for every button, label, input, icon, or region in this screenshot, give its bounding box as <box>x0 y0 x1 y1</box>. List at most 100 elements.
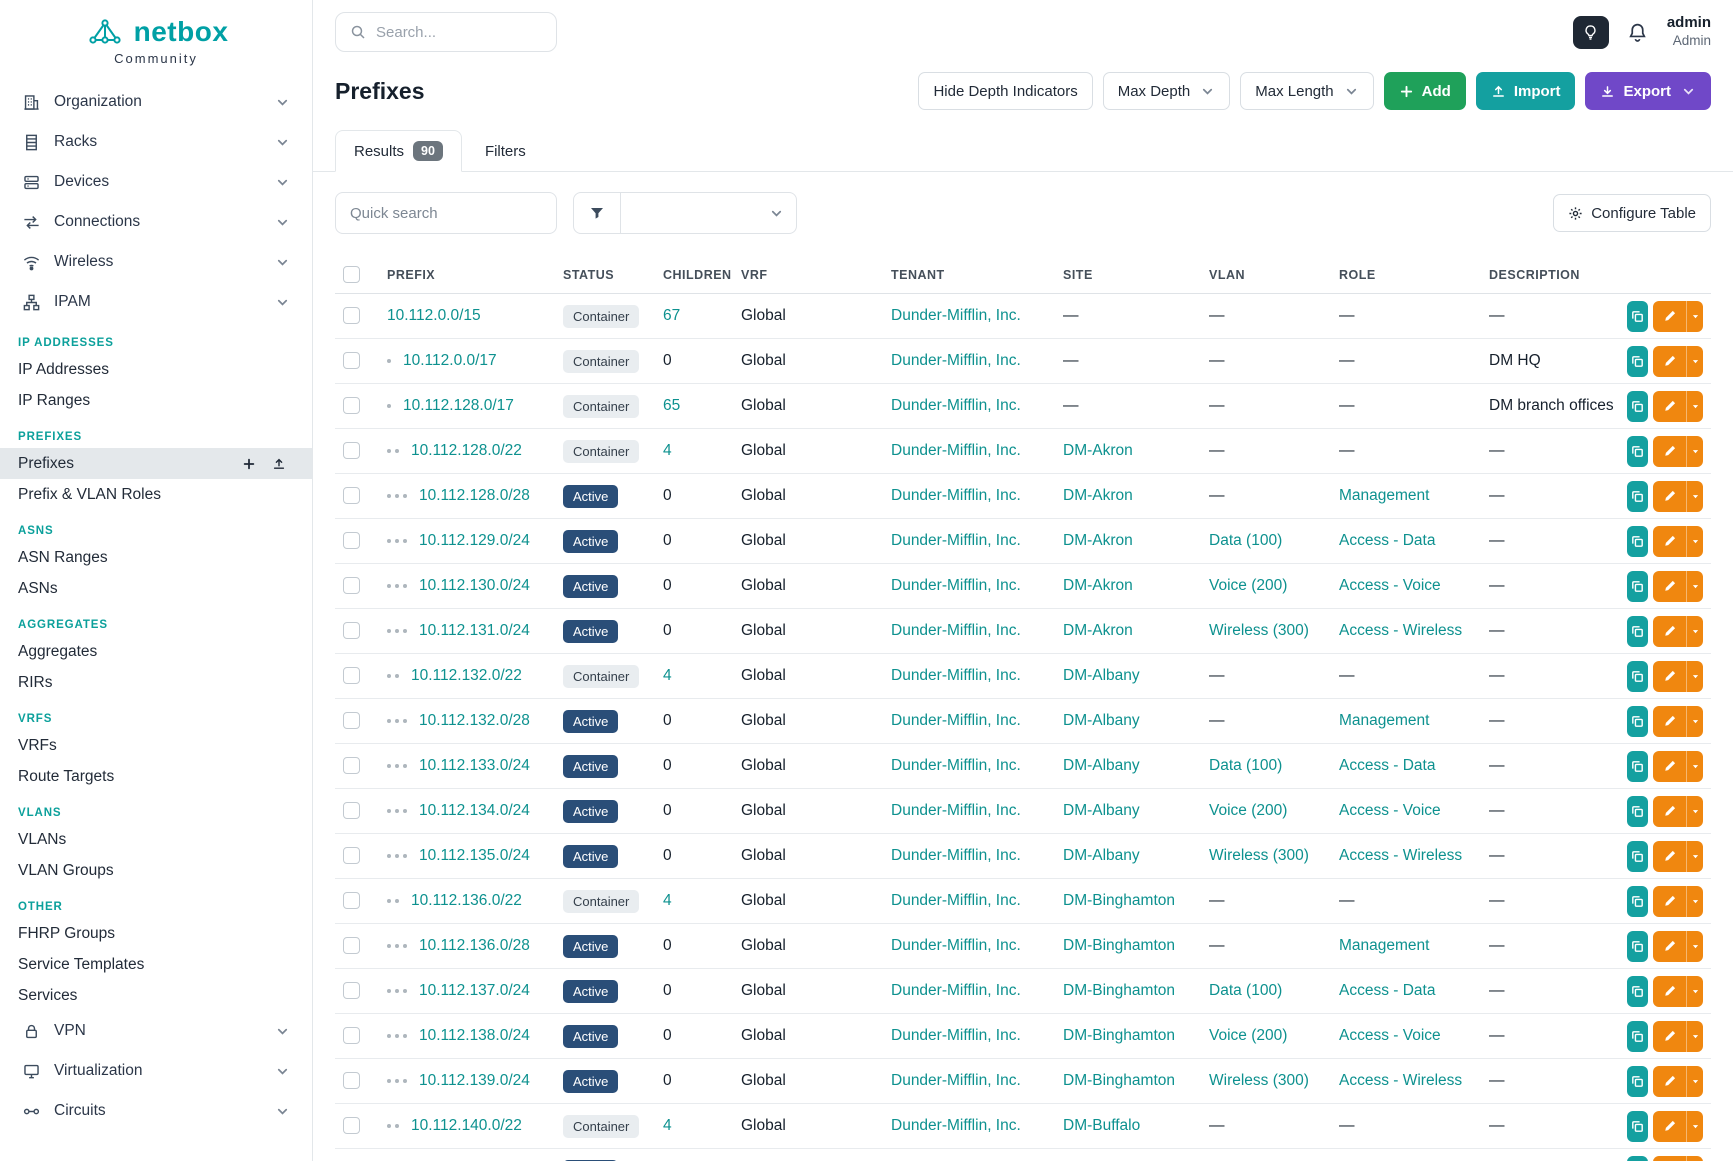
copy-button[interactable] <box>1627 1155 1648 1161</box>
edit-dropdown-button[interactable] <box>1686 345 1703 377</box>
site-link[interactable]: DM-Albany <box>1063 802 1140 819</box>
sidebar-item-ip-ranges[interactable]: IP Ranges <box>18 391 91 409</box>
sidebar-item-vlans[interactable]: VLANs <box>18 830 67 848</box>
sidebar-item-wireless[interactable]: Wireless <box>0 242 312 282</box>
prefix-link[interactable]: 10.112.130.0/24 <box>419 577 530 594</box>
edit-button[interactable] <box>1653 345 1686 377</box>
import-button[interactable]: Import <box>1475 72 1576 110</box>
max-depth-dropdown[interactable]: Max Depth <box>1102 72 1231 110</box>
copy-button[interactable] <box>1627 345 1648 377</box>
edit-button[interactable] <box>1653 975 1686 1007</box>
edit-dropdown-button[interactable] <box>1686 570 1703 602</box>
site-link[interactable]: DM-Akron <box>1063 532 1133 549</box>
row-checkbox[interactable] <box>343 1117 360 1135</box>
column-header-role[interactable]: ROLE <box>1331 256 1481 294</box>
sidebar-item-circuits[interactable]: Circuits <box>0 1091 312 1131</box>
tenant-link[interactable]: Dunder-Mifflin, Inc. <box>891 352 1021 369</box>
edit-dropdown-button[interactable] <box>1686 480 1703 512</box>
sidebar-item-ip-addresses[interactable]: IP Addresses <box>18 360 110 378</box>
copy-button[interactable] <box>1627 525 1648 557</box>
edit-dropdown-button[interactable] <box>1686 525 1703 557</box>
column-header-status[interactable]: STATUS <box>555 256 655 294</box>
row-checkbox[interactable] <box>343 892 360 910</box>
hide-depth-indicators-button[interactable]: Hide Depth Indicators <box>918 72 1093 110</box>
edit-dropdown-button[interactable] <box>1686 1065 1703 1097</box>
site-link[interactable]: DM-Albany <box>1063 712 1140 729</box>
sidebar-item-vrfs[interactable]: VRFs <box>18 736 57 754</box>
site-link[interactable]: DM-Binghamton <box>1063 1072 1175 1089</box>
row-checkbox[interactable] <box>343 1027 360 1045</box>
edit-button[interactable] <box>1653 525 1686 557</box>
sidebar-item-prefixes[interactable]: Prefixes <box>0 448 312 479</box>
column-header-vrf[interactable]: VRF <box>733 256 883 294</box>
edit-dropdown-button[interactable] <box>1686 840 1703 872</box>
prefix-link[interactable]: 10.112.0.0/15 <box>387 307 481 324</box>
column-header-prefix[interactable]: PREFIX <box>379 256 555 294</box>
row-checkbox[interactable] <box>343 532 360 550</box>
sidebar-item-service-templates[interactable]: Service Templates <box>18 955 145 973</box>
copy-button[interactable] <box>1627 660 1648 692</box>
copy-button[interactable] <box>1627 1065 1648 1097</box>
copy-button[interactable] <box>1627 885 1648 917</box>
row-checkbox[interactable] <box>343 577 360 595</box>
edit-button[interactable] <box>1653 885 1686 917</box>
edit-button[interactable] <box>1653 480 1686 512</box>
tenant-link[interactable]: Dunder-Mifflin, Inc. <box>891 937 1021 954</box>
tenant-link[interactable]: Dunder-Mifflin, Inc. <box>891 532 1021 549</box>
max-length-dropdown[interactable]: Max Length <box>1240 72 1374 110</box>
row-checkbox[interactable] <box>343 712 360 730</box>
row-checkbox[interactable] <box>343 667 360 685</box>
column-header-site[interactable]: SITE <box>1055 256 1201 294</box>
prefix-link[interactable]: 10.112.135.0/24 <box>419 847 530 864</box>
role-link[interactable]: Access - Voice <box>1339 577 1441 594</box>
row-checkbox[interactable] <box>343 307 360 325</box>
edit-dropdown-button[interactable] <box>1686 705 1703 737</box>
edit-button[interactable] <box>1653 435 1686 467</box>
copy-button[interactable] <box>1627 615 1648 647</box>
sidebar-item-devices[interactable]: Devices <box>0 162 312 202</box>
global-search[interactable] <box>335 12 557 52</box>
role-link[interactable]: Access - Data <box>1339 532 1436 549</box>
copy-button[interactable] <box>1627 795 1648 827</box>
quick-search-input[interactable] <box>335 192 557 234</box>
saved-filter-select[interactable] <box>621 192 797 234</box>
copy-button[interactable] <box>1627 1110 1648 1142</box>
sidebar-item-vlan-groups[interactable]: VLAN Groups <box>18 861 114 879</box>
edit-button[interactable] <box>1653 1155 1686 1161</box>
edit-button[interactable] <box>1653 1110 1686 1142</box>
tenant-link[interactable]: Dunder-Mifflin, Inc. <box>891 1072 1021 1089</box>
prefix-link[interactable]: 10.112.129.0/24 <box>419 532 530 549</box>
site-link[interactable]: DM-Albany <box>1063 757 1140 774</box>
edit-button[interactable] <box>1653 1020 1686 1052</box>
sidebar-item-connections[interactable]: Connections <box>0 202 312 242</box>
prefix-link[interactable]: 10.112.133.0/24 <box>419 757 530 774</box>
children-count-link[interactable]: 4 <box>663 667 672 684</box>
select-all-checkbox[interactable] <box>343 266 360 283</box>
role-link[interactable]: Access - Data <box>1339 982 1436 999</box>
tenant-link[interactable]: Dunder-Mifflin, Inc. <box>891 712 1021 729</box>
tenant-link[interactable]: Dunder-Mifflin, Inc. <box>891 982 1021 999</box>
edit-button[interactable] <box>1653 750 1686 782</box>
edit-dropdown-button[interactable] <box>1686 660 1703 692</box>
column-header-vlan[interactable]: VLAN <box>1201 256 1331 294</box>
edit-dropdown-button[interactable] <box>1686 930 1703 962</box>
prefix-link[interactable]: 10.112.139.0/24 <box>419 1072 530 1089</box>
prefix-link[interactable]: 10.112.136.0/28 <box>419 937 530 954</box>
edit-button[interactable] <box>1653 1065 1686 1097</box>
sidebar-item-prefix-vlan-roles[interactable]: Prefix & VLAN Roles <box>18 485 161 503</box>
sidebar-item-racks[interactable]: Racks <box>0 122 312 162</box>
edit-dropdown-button[interactable] <box>1686 885 1703 917</box>
copy-button[interactable] <box>1627 840 1648 872</box>
edit-dropdown-button[interactable] <box>1686 390 1703 422</box>
site-link[interactable]: DM-Buffalo <box>1063 1117 1141 1134</box>
edit-dropdown-button[interactable] <box>1686 615 1703 647</box>
prefix-link[interactable]: 10.112.136.0/22 <box>411 892 522 909</box>
edit-button[interactable] <box>1653 300 1686 332</box>
row-checkbox[interactable] <box>343 937 360 955</box>
row-checkbox[interactable] <box>343 352 360 370</box>
copy-button[interactable] <box>1627 480 1648 512</box>
vlan-link[interactable]: Wireless (300) <box>1209 847 1309 864</box>
row-checkbox[interactable] <box>343 847 360 865</box>
prefix-link[interactable]: 10.112.132.0/22 <box>411 667 522 684</box>
site-link[interactable]: DM-Akron <box>1063 577 1133 594</box>
